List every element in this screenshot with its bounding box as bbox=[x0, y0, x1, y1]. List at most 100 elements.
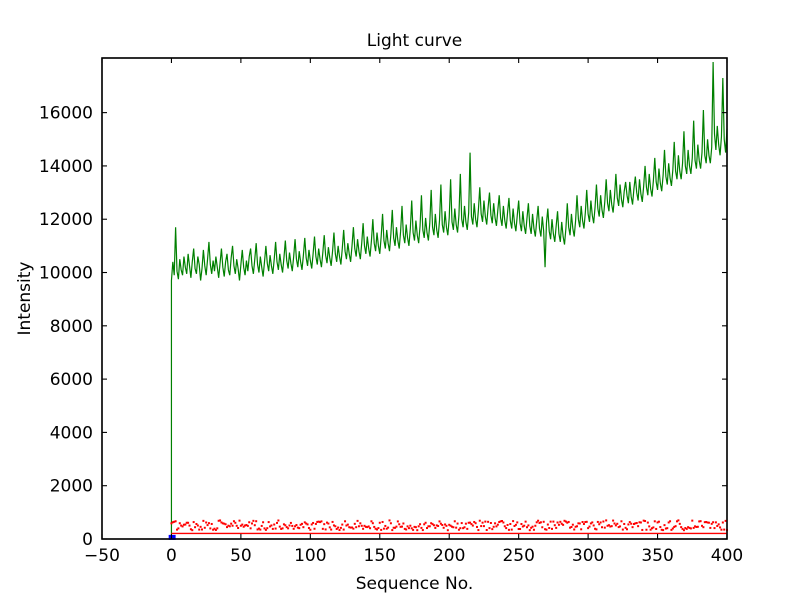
background-point bbox=[449, 524, 452, 527]
background-point bbox=[627, 523, 630, 526]
background-point bbox=[331, 520, 334, 523]
background-point bbox=[716, 524, 719, 527]
background-point bbox=[274, 527, 277, 530]
background-point bbox=[678, 522, 681, 525]
background-point bbox=[348, 526, 351, 529]
background-point bbox=[176, 528, 178, 531]
background-point bbox=[232, 520, 235, 523]
background-point bbox=[244, 524, 247, 527]
background-point bbox=[660, 528, 663, 531]
background-point bbox=[295, 524, 298, 527]
background-point bbox=[367, 525, 370, 528]
background-point bbox=[230, 522, 233, 525]
xtick-label: −50 bbox=[84, 546, 120, 566]
background-point bbox=[407, 527, 410, 530]
background-point bbox=[481, 521, 484, 524]
background-point bbox=[324, 528, 327, 531]
background-point bbox=[480, 525, 483, 528]
background-point bbox=[589, 522, 592, 525]
background-point bbox=[410, 527, 413, 530]
background-point bbox=[435, 524, 438, 527]
background-point bbox=[581, 521, 584, 524]
background-point bbox=[498, 521, 501, 524]
background-point bbox=[351, 526, 353, 529]
background-point bbox=[599, 521, 602, 524]
background-point bbox=[488, 527, 491, 530]
background-point bbox=[313, 527, 316, 530]
background-point bbox=[371, 522, 374, 525]
background-point bbox=[582, 523, 585, 526]
background-point bbox=[610, 525, 613, 528]
background-point bbox=[306, 523, 309, 526]
background-point bbox=[537, 519, 540, 522]
background-point bbox=[674, 525, 677, 528]
background-point bbox=[335, 527, 338, 530]
background-point bbox=[567, 520, 570, 523]
background-point bbox=[613, 522, 616, 525]
background-point bbox=[357, 525, 360, 528]
background-point bbox=[482, 525, 485, 528]
background-point bbox=[710, 522, 713, 525]
background-point bbox=[270, 524, 273, 527]
background-point bbox=[596, 520, 599, 523]
background-point bbox=[616, 522, 619, 525]
background-point bbox=[635, 522, 638, 525]
background-point bbox=[592, 524, 595, 527]
background-point bbox=[344, 520, 347, 523]
background-point bbox=[284, 524, 287, 527]
background-point bbox=[432, 524, 435, 527]
background-point bbox=[223, 522, 226, 525]
background-point bbox=[632, 523, 635, 525]
background-point bbox=[644, 520, 647, 523]
background-point bbox=[212, 528, 215, 531]
background-point bbox=[549, 520, 552, 523]
background-point bbox=[682, 529, 685, 532]
background-point bbox=[573, 528, 576, 531]
background-point bbox=[328, 526, 331, 529]
background-point bbox=[202, 519, 205, 522]
background-point bbox=[588, 525, 591, 528]
background-point bbox=[630, 522, 633, 525]
background-point bbox=[241, 523, 244, 526]
background-point bbox=[391, 529, 394, 532]
background-point bbox=[392, 526, 395, 529]
background-point bbox=[687, 526, 690, 529]
background-point bbox=[457, 528, 460, 531]
background-point bbox=[213, 527, 216, 530]
xtick-label: 400 bbox=[711, 546, 743, 566]
background-point bbox=[463, 526, 466, 529]
background-point bbox=[285, 526, 288, 529]
background-point bbox=[405, 528, 408, 531]
background-point bbox=[651, 527, 653, 530]
background-point bbox=[289, 521, 292, 524]
background-point bbox=[338, 529, 341, 532]
background-point bbox=[473, 520, 476, 523]
background-point bbox=[603, 526, 606, 529]
background-point bbox=[353, 522, 356, 525]
background-point bbox=[637, 525, 640, 528]
xtick-label: 250 bbox=[502, 546, 534, 566]
background-point bbox=[248, 521, 251, 524]
background-point bbox=[253, 524, 256, 527]
background-point bbox=[574, 525, 577, 528]
background-point bbox=[203, 526, 206, 529]
background-point bbox=[276, 521, 278, 524]
background-point bbox=[523, 524, 526, 527]
xtick-label: 100 bbox=[294, 546, 326, 566]
xtick-label: 50 bbox=[230, 546, 252, 566]
background-point bbox=[377, 527, 380, 530]
background-point bbox=[719, 526, 722, 529]
background-point bbox=[539, 521, 542, 524]
background-point bbox=[373, 525, 376, 528]
background-point bbox=[496, 523, 499, 526]
background-point bbox=[657, 520, 660, 523]
ytick-label: 2000 bbox=[50, 477, 93, 497]
background-point bbox=[453, 520, 456, 523]
background-point bbox=[299, 523, 302, 526]
background-point bbox=[210, 522, 213, 525]
background-point bbox=[494, 522, 497, 525]
background-point bbox=[362, 527, 365, 530]
background-point bbox=[173, 520, 176, 523]
background-point bbox=[559, 520, 562, 523]
background-point bbox=[319, 521, 322, 524]
